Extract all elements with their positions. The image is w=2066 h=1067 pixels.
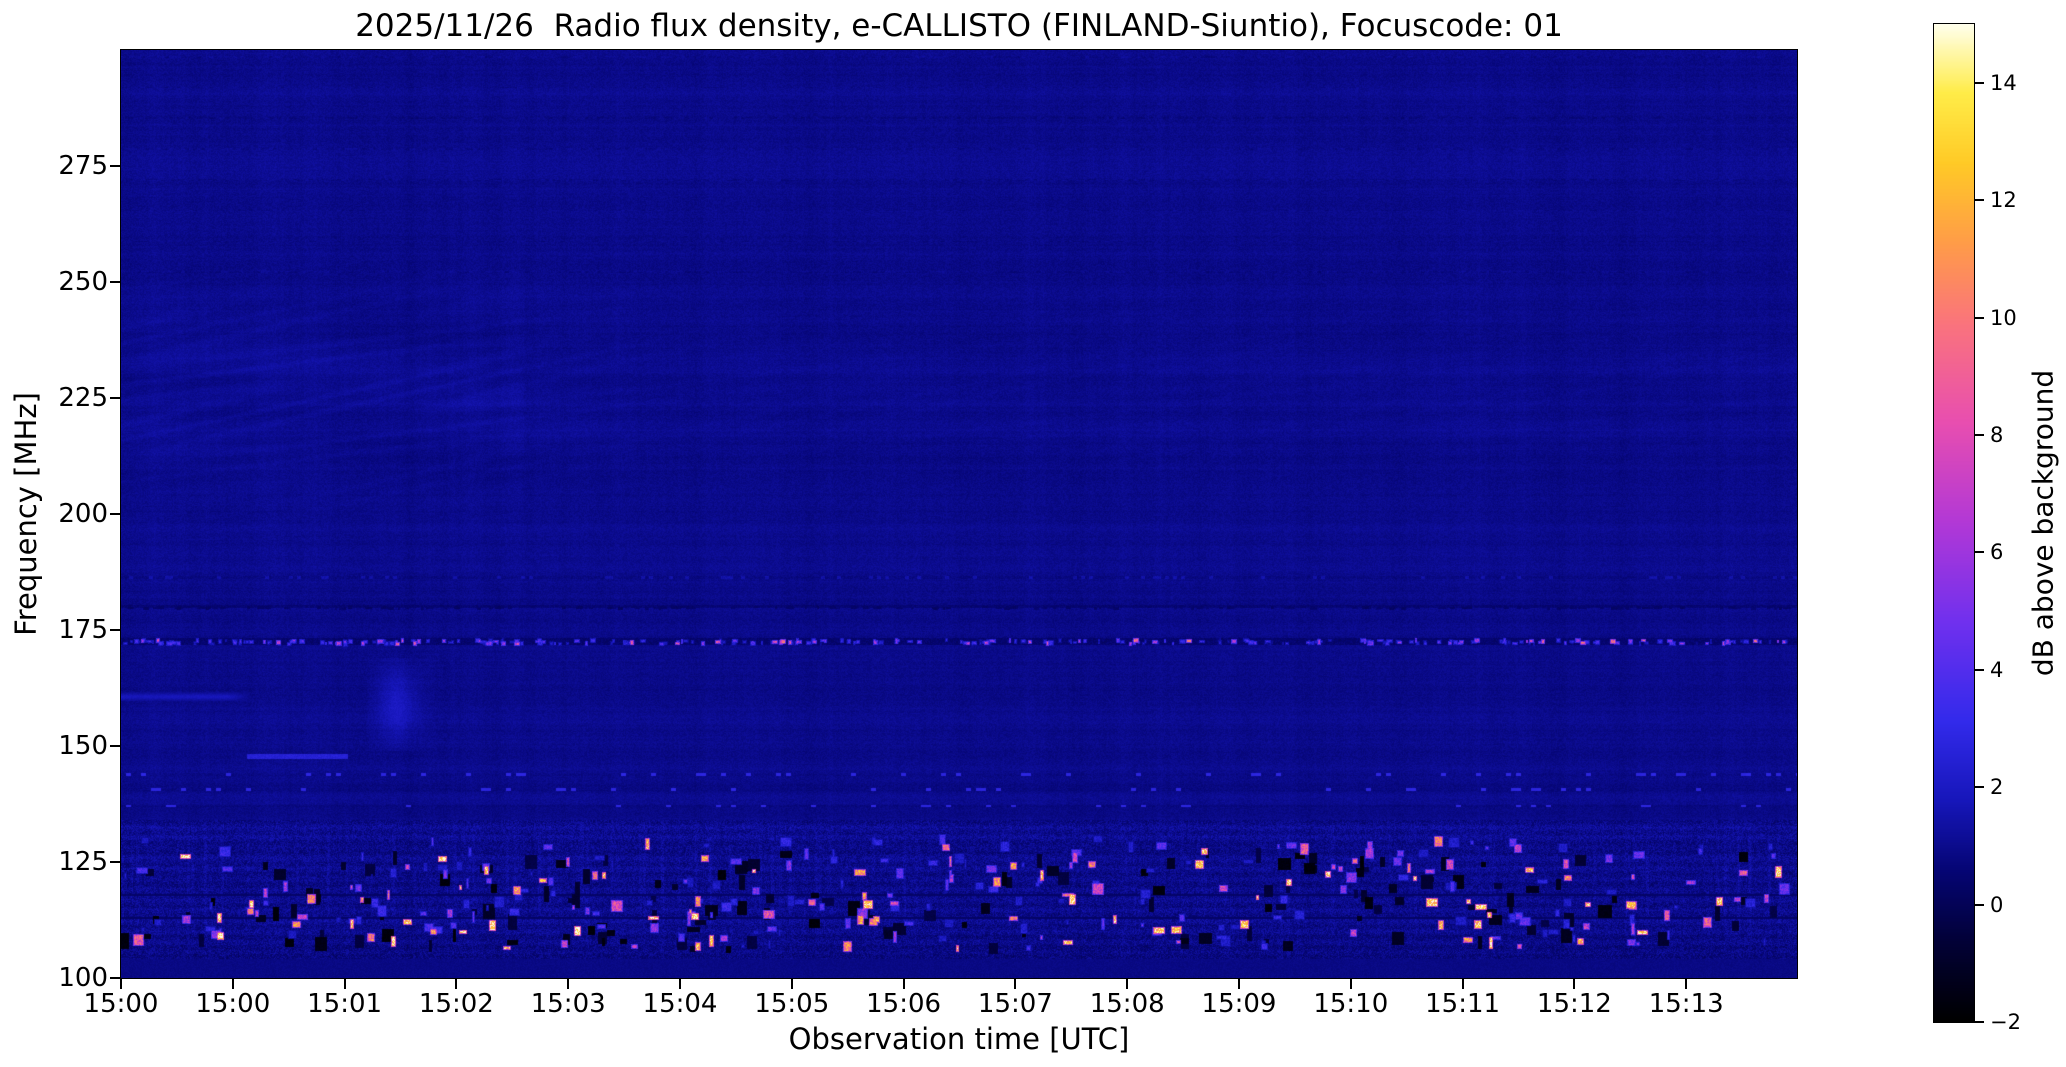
colorbar-tick — [1975, 199, 1984, 202]
colorbar-tick — [1975, 316, 1984, 319]
y-tick-label: 125 — [58, 847, 108, 877]
x-tick-label: 15:09 — [1201, 989, 1277, 1019]
x-tick — [120, 979, 122, 989]
colorbar-tick — [1975, 81, 1984, 84]
colorbar-tick-label: 2 — [1990, 775, 2004, 800]
spectrogram-heatmap — [120, 49, 1798, 979]
y-tick — [110, 397, 120, 399]
chart-title: 2025/11/26 Radio flux density, e-CALLIST… — [355, 8, 1563, 44]
y-tick — [110, 977, 120, 979]
x-tick-label: 15:00 — [83, 989, 159, 1019]
colorbar-tick-label: 14 — [1990, 70, 2017, 95]
y-tick-label: 200 — [58, 499, 108, 529]
x-tick-label: 15:05 — [754, 989, 830, 1019]
x-tick-label: 15:06 — [866, 989, 942, 1019]
x-tick-label: 15:12 — [1536, 989, 1612, 1019]
x-tick — [567, 979, 570, 989]
colorbar-tick-label: 4 — [1990, 657, 2004, 682]
colorbar-tick-label: 6 — [1990, 540, 2004, 565]
colorbar-tick — [1975, 903, 1984, 906]
x-tick — [231, 979, 234, 989]
y-tick — [110, 513, 120, 515]
colorbar-tick — [1975, 551, 1984, 554]
y-tick-label: 250 — [58, 267, 108, 297]
y-tick-label: 175 — [58, 615, 108, 645]
colorbar-tick — [1975, 668, 1984, 671]
colorbar-tick — [1975, 786, 1984, 789]
x-tick-label: 15:01 — [307, 989, 383, 1019]
x-tick-label: 15:13 — [1648, 989, 1724, 1019]
x-tick-label: 15:04 — [642, 989, 718, 1019]
colorbar-tick-label: 12 — [1990, 188, 2017, 213]
colorbar-tick — [1975, 1021, 1984, 1023]
y-tick-label: 275 — [58, 151, 108, 181]
y-tick-label: 100 — [58, 963, 108, 993]
x-tick-label: 15:03 — [530, 989, 606, 1019]
y-tick — [110, 281, 120, 283]
colorbar — [1933, 23, 1975, 1023]
x-tick — [902, 979, 905, 989]
y-tick-label: 150 — [58, 731, 108, 761]
x-axis-label: Observation time [UTC] — [788, 1022, 1130, 1056]
y-tick — [110, 629, 120, 631]
x-tick — [1573, 979, 1576, 989]
colorbar-label: dB above background — [2026, 369, 2060, 677]
x-tick-label: 15:10 — [1313, 989, 1389, 1019]
x-tick — [1349, 979, 1352, 989]
x-tick-label: 15:02 — [418, 989, 494, 1019]
x-tick — [1685, 979, 1688, 989]
x-tick-label: 15:07 — [977, 989, 1053, 1019]
x-tick — [343, 979, 346, 989]
x-tick — [1126, 979, 1129, 989]
x-tick-label: 15:00 — [195, 989, 271, 1019]
y-tick-label: 225 — [58, 383, 108, 413]
colorbar-tick-label: 10 — [1990, 305, 2017, 330]
x-tick — [1461, 979, 1464, 989]
x-tick — [1014, 979, 1017, 989]
y-tick — [110, 745, 120, 747]
x-tick — [455, 979, 458, 989]
colorbar-tick-label: 8 — [1990, 422, 2004, 447]
x-tick — [790, 979, 793, 989]
x-tick-label: 15:08 — [1089, 989, 1165, 1019]
colorbar-tick-label: −2 — [1990, 1010, 2021, 1034]
colorbar-tick-label: 0 — [1990, 892, 2004, 917]
x-tick — [1238, 979, 1240, 989]
x-tick — [679, 979, 681, 989]
y-tick — [110, 165, 120, 167]
colorbar-tick — [1975, 433, 1984, 436]
x-tick-label: 15:11 — [1425, 989, 1501, 1019]
y-tick — [110, 861, 120, 863]
